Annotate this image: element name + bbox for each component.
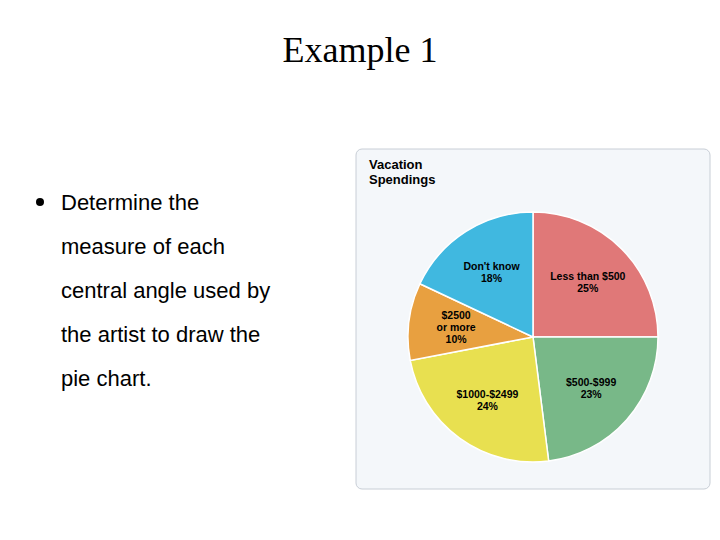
slice-label: $500-$999 (566, 376, 616, 388)
value-label: 24% (477, 400, 499, 412)
bullet-line: the artist to draw the (61, 322, 260, 347)
pie-slice (420, 212, 533, 337)
value-label: 25% (577, 282, 599, 294)
bullet-line: central angle used by (61, 278, 270, 303)
pie-slice (533, 212, 658, 337)
pie (408, 212, 658, 462)
title: Example 1 (283, 30, 438, 70)
bullet-line: pie chart. (61, 366, 152, 391)
value-label: 23% (581, 388, 603, 400)
pie-title: VacationSpendings (369, 157, 435, 187)
value-label: 10% (446, 333, 468, 345)
pie-slice (533, 337, 658, 461)
bullet-line: Determine the (61, 190, 199, 215)
value-label: 18% (481, 272, 503, 284)
slice-label: Don't know (463, 260, 520, 272)
bullet-line: measure of each (61, 234, 225, 259)
slice-label: Less than $500 (550, 270, 625, 282)
pie-labels: Less than $50025% $500-$99923% $1000-$2499… (437, 260, 626, 412)
slice-label: $2500or more (437, 309, 476, 333)
chart-container: Example 1 Determine the measure of each cen… (0, 0, 720, 540)
chart-svg: Example 1 Determine the measure of each cen… (0, 0, 720, 540)
panel (356, 149, 710, 489)
bullet-dot (36, 198, 44, 206)
slice-label: $1000-$2499 (456, 388, 518, 400)
